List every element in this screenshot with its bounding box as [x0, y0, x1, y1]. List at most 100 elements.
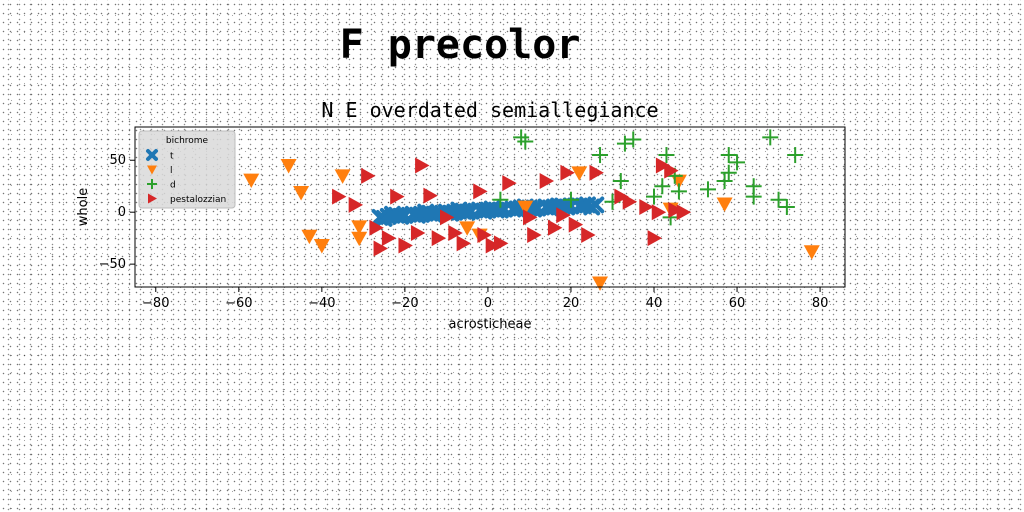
- data-point: [639, 199, 654, 215]
- data-point: [560, 164, 575, 181]
- data-point: [745, 178, 762, 195]
- data-point: [556, 207, 571, 224]
- figure-suptitle: F precolor: [339, 22, 581, 68]
- data-point: [493, 235, 509, 252]
- data-point: [803, 245, 820, 260]
- data-point: [483, 200, 501, 218]
- data-point: [517, 133, 534, 150]
- data-point: [720, 164, 737, 181]
- data-point: [375, 210, 393, 227]
- y-tick-label: −50: [99, 257, 126, 272]
- data-point: [647, 230, 663, 247]
- data-point: [410, 224, 426, 241]
- data-point: [415, 157, 430, 174]
- data-point: [670, 183, 687, 200]
- legend-label: d: [170, 181, 176, 191]
- data-point: [417, 203, 435, 221]
- data-point: [622, 193, 638, 210]
- series-pestalozzian: [332, 157, 692, 257]
- x-axis-label: acrosticheae: [449, 317, 532, 332]
- data-point: [332, 188, 347, 205]
- data-point: [373, 240, 388, 257]
- data-point: [351, 231, 368, 247]
- data-point: [485, 237, 501, 254]
- data-point: [450, 201, 468, 219]
- data-point: [334, 169, 351, 184]
- legend-label: l: [170, 166, 173, 176]
- x-tick-label: −60: [225, 296, 252, 311]
- x-tick-label: 80: [812, 296, 829, 311]
- data-point: [473, 183, 488, 200]
- data-point: [390, 188, 405, 205]
- y-tick-label: 0: [118, 205, 126, 220]
- x-tick-label: −80: [142, 296, 169, 311]
- x-tick-label: −20: [391, 296, 418, 311]
- data-point: [616, 135, 633, 152]
- legend-label: t: [170, 152, 174, 162]
- plot-area: [243, 129, 820, 291]
- x-tick-label: 0: [484, 296, 492, 311]
- data-point: [654, 178, 671, 195]
- data-point: [668, 202, 683, 219]
- data-point: [431, 230, 447, 247]
- x-tick-label: −40: [308, 296, 335, 311]
- data-point: [562, 191, 579, 208]
- data-point: [351, 220, 368, 235]
- data-point: [293, 186, 310, 201]
- chart-title: N E overdated semiallegiance: [321, 98, 658, 122]
- data-point: [423, 187, 438, 204]
- data-point: [301, 229, 318, 245]
- data-point: [243, 173, 260, 188]
- data-point: [550, 197, 567, 215]
- data-point: [440, 209, 455, 226]
- data-point: [664, 162, 679, 179]
- series-t: [371, 196, 605, 227]
- data-point: [676, 204, 692, 221]
- data-point: [517, 200, 534, 215]
- legend-marker: [146, 149, 158, 161]
- legend-marker: [148, 193, 157, 204]
- data-point: [448, 224, 463, 241]
- data-point: [547, 219, 563, 236]
- series-l: [243, 159, 820, 291]
- data-point: [716, 173, 733, 190]
- data-point: [398, 237, 413, 254]
- axes: −80 −60 −40 −20 0 20 40 60 80 −50 0 50: [99, 153, 829, 311]
- data-point: [651, 204, 667, 221]
- data-point: [646, 188, 663, 205]
- data-point: [658, 147, 675, 164]
- data-point: [592, 147, 609, 164]
- data-point: [778, 199, 795, 215]
- data-point: [459, 221, 476, 236]
- data-point: [770, 191, 787, 208]
- data-point: [384, 205, 401, 223]
- x-tick-label: 40: [646, 296, 663, 311]
- data-point: [456, 235, 472, 252]
- legend-label: pestalozzian: [170, 195, 226, 205]
- data-point: [729, 154, 746, 171]
- data-point: [539, 173, 555, 190]
- legend-title: bichrome: [166, 136, 209, 146]
- data-point: [502, 175, 517, 192]
- data-point: [716, 197, 733, 212]
- y-tick-label: 50: [109, 153, 126, 168]
- data-point: [513, 129, 530, 146]
- legend-marker: [147, 165, 157, 175]
- data-point: [492, 191, 509, 208]
- data-point: [625, 131, 642, 148]
- data-point: [699, 181, 716, 198]
- legend-marker: [147, 179, 157, 189]
- data-point: [612, 173, 629, 190]
- legend-box: [138, 130, 236, 209]
- data-point: [361, 167, 376, 184]
- data-point: [583, 198, 601, 216]
- data-point: [614, 188, 629, 205]
- data-point: [720, 147, 737, 164]
- data-point: [592, 276, 609, 291]
- x-tick-label: 60: [729, 296, 746, 311]
- data-point: [527, 227, 542, 244]
- y-axis-label: whole: [76, 188, 91, 226]
- data-point: [523, 209, 538, 226]
- data-point: [313, 239, 330, 254]
